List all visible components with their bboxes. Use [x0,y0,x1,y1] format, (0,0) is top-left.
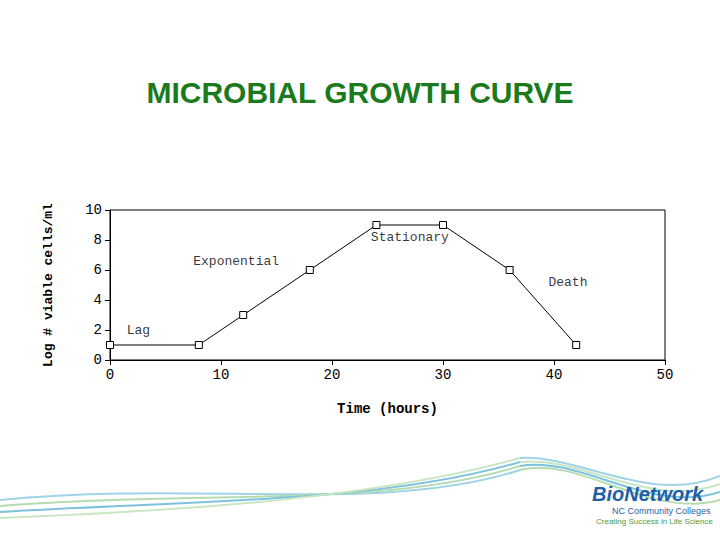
svg-text:Log # viable cells/ml: Log # viable cells/ml [41,203,56,367]
svg-text:50: 50 [657,367,674,383]
svg-text:30: 30 [435,367,452,383]
svg-text:10: 10 [85,202,102,218]
svg-text:NC Community Colleges: NC Community Colleges [612,506,711,516]
svg-text:8: 8 [94,232,102,248]
svg-text:20: 20 [324,367,341,383]
svg-text:6: 6 [94,262,102,278]
svg-text:2: 2 [94,322,102,338]
svg-text:4: 4 [94,292,102,308]
svg-text:Stationary: Stationary [371,230,449,245]
svg-text:MICROBIAL GROWTH CURVE: MICROBIAL GROWTH CURVE [146,76,573,109]
svg-text:40: 40 [546,367,563,383]
svg-text:0: 0 [106,367,114,383]
svg-text:BioNetwork: BioNetwork [592,483,704,505]
svg-text:0: 0 [94,352,102,368]
svg-text:Death: Death [548,275,587,290]
svg-text:Creating Success in Life Scien: Creating Success in Life Science [596,517,714,526]
svg-text:Time (hours): Time (hours) [337,401,438,417]
svg-text:Exponential: Exponential [193,254,279,269]
svg-text:Lag: Lag [127,323,150,338]
svg-text:10: 10 [213,367,230,383]
